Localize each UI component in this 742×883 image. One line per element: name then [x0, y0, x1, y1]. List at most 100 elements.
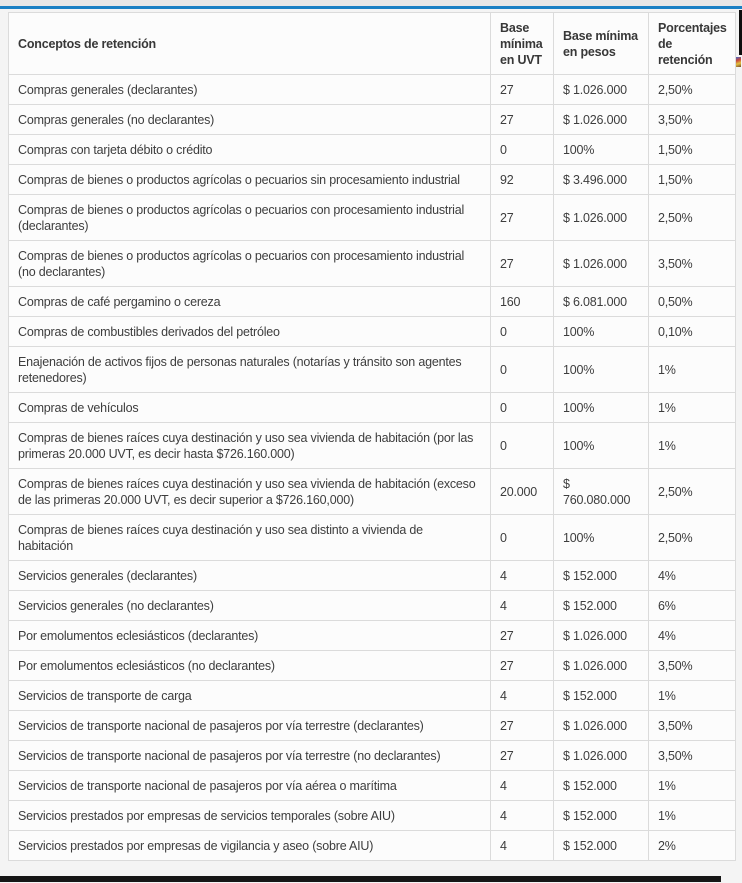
concept-cell: Servicios de transporte nacional de pasa… — [8, 770, 491, 801]
pesos-cell: $ 1.026.000 — [553, 74, 649, 105]
concept-cell: Compras de bienes raíces cuya destinació… — [8, 422, 491, 469]
uvt-cell: 160 — [490, 286, 554, 317]
rate-cell: 2,50% — [648, 468, 736, 515]
uvt-cell: 0 — [490, 514, 554, 561]
table-row: Servicios de transporte nacional de pasa… — [8, 770, 736, 801]
rate-cell: 0,10% — [648, 316, 736, 347]
concept-cell: Compras de bienes raíces cuya destinació… — [8, 468, 491, 515]
table-row: Servicios prestados por empresas de vigi… — [8, 830, 736, 861]
uvt-cell: 27 — [490, 710, 554, 741]
table-row: Servicios generales (no declarantes) 4 $ 1… — [8, 590, 736, 621]
rate-cell: 3,50% — [648, 710, 736, 741]
concept-cell: Servicios de transporte nacional de pasa… — [8, 710, 491, 741]
edge-artifact-icon — [735, 57, 741, 67]
pesos-cell: $ 6.081.000 — [553, 286, 649, 317]
table-row: Compras de combustibles derivados del pe… — [8, 316, 736, 347]
table-body: Compras generales (declarantes) 27 $ 1.026… — [8, 74, 736, 861]
concept-cell: Servicios de transporte nacional de pasa… — [8, 740, 491, 771]
rate-cell: 3,50% — [648, 104, 736, 135]
table-row: Enajenación de activos fijos de personas… — [8, 346, 736, 393]
uvt-cell: 92 — [490, 164, 554, 195]
table-row: Compras de bienes o productos agrícolas … — [8, 164, 736, 195]
rate-cell: 2% — [648, 830, 736, 861]
pesos-cell: $ 1.026.000 — [553, 710, 649, 741]
table-row: Servicios prestados por empresas de serv… — [8, 800, 736, 831]
accent-divider-line — [0, 6, 742, 9]
rate-cell: 1% — [648, 680, 736, 711]
table-row: Por emolumentos eclesiásticos (declarant… — [8, 620, 736, 651]
rate-cell: 2,50% — [648, 194, 736, 241]
uvt-cell: 27 — [490, 650, 554, 681]
uvt-cell: 4 — [490, 560, 554, 591]
rate-cell: 4% — [648, 620, 736, 651]
concept-cell: Compras de combustibles derivados del pe… — [8, 316, 491, 347]
vertical-scrollbar-fragment[interactable] — [739, 10, 742, 55]
concept-cell: Compras con tarjeta débito o crédito — [8, 134, 491, 165]
pesos-cell: $ 152.000 — [553, 590, 649, 621]
table-row: Compras de vehículos 0 100% 1% — [8, 392, 736, 423]
pesos-cell: $ 152.000 — [553, 560, 649, 591]
table-row: Compras con tarjeta débito o crédito 0 100… — [8, 134, 736, 165]
table-row: Compras de bienes o productos agrícolas … — [8, 240, 736, 287]
rate-cell: 1% — [648, 346, 736, 393]
uvt-cell: 27 — [490, 74, 554, 105]
uvt-cell: 4 — [490, 800, 554, 831]
concept-cell: Servicios prestados por empresas de serv… — [8, 800, 491, 831]
table-header-row: Conceptos de retención Base mínima en UV… — [8, 12, 736, 75]
rate-cell: 1% — [648, 422, 736, 469]
header-uvt: Base mínima en UVT — [490, 12, 554, 75]
pesos-cell: $ 1.026.000 — [553, 240, 649, 287]
table-row: Compras de bienes o productos agrícolas … — [8, 194, 736, 241]
rate-cell: 1% — [648, 770, 736, 801]
horizontal-scrollbar[interactable] — [0, 876, 721, 882]
table-row: Compras de bienes raíces cuya destinació… — [8, 514, 736, 561]
pesos-cell: $ 1.026.000 — [553, 104, 649, 135]
pesos-cell: 100% — [553, 392, 649, 423]
table-row: Servicios generales (declarantes) 4 $ 152.… — [8, 560, 736, 591]
concept-cell: Compras de vehículos — [8, 392, 491, 423]
rate-cell: 1% — [648, 392, 736, 423]
concept-cell: Enajenación de activos fijos de personas… — [8, 346, 491, 393]
pesos-cell: 100% — [553, 316, 649, 347]
pesos-cell: $ 760.080.000 — [553, 468, 649, 515]
rate-cell: 3,50% — [648, 240, 736, 287]
pesos-cell: 100% — [553, 422, 649, 469]
concept-cell: Compras generales (declarantes) — [8, 74, 491, 105]
concept-cell: Compras de bienes o productos agrícolas … — [8, 240, 491, 287]
uvt-cell: 0 — [490, 392, 554, 423]
pesos-cell: $ 1.026.000 — [553, 740, 649, 771]
uvt-cell: 4 — [490, 830, 554, 861]
concept-cell: Compras de bienes raíces cuya destinació… — [8, 514, 491, 561]
concept-cell: Compras de bienes o productos agrícolas … — [8, 194, 491, 241]
uvt-cell: 4 — [490, 680, 554, 711]
uvt-cell: 27 — [490, 620, 554, 651]
pesos-cell: 100% — [553, 346, 649, 393]
table-row: Por emolumentos eclesiásticos (no declar… — [8, 650, 736, 681]
concept-cell: Compras de café pergamino o cereza — [8, 286, 491, 317]
table-row: Compras de bienes raíces cuya destinació… — [8, 468, 736, 515]
table-row: Servicios de transporte nacional de pasa… — [8, 710, 736, 741]
uvt-cell: 27 — [490, 240, 554, 287]
header-rate: Porcentajes de retención — [648, 12, 736, 75]
uvt-cell: 20.000 — [490, 468, 554, 515]
rate-cell: 4% — [648, 560, 736, 591]
concept-cell: Servicios de transporte de carga — [8, 680, 491, 711]
pesos-cell: $ 152.000 — [553, 800, 649, 831]
pesos-cell: $ 1.026.000 — [553, 650, 649, 681]
pesos-cell: 100% — [553, 514, 649, 561]
rate-cell: 3,50% — [648, 650, 736, 681]
concept-cell: Compras generales (no declarantes) — [8, 104, 491, 135]
concept-cell: Servicios prestados por empresas de vigi… — [8, 830, 491, 861]
top-margin-strip — [0, 0, 742, 6]
pesos-cell: $ 3.496.000 — [553, 164, 649, 195]
pesos-cell: $ 1.026.000 — [553, 620, 649, 651]
rate-cell: 1,50% — [648, 164, 736, 195]
uvt-cell: 4 — [490, 770, 554, 801]
uvt-cell: 27 — [490, 194, 554, 241]
table-row: Compras de café pergamino o cereza 160 $ 6… — [8, 286, 736, 317]
uvt-cell: 27 — [490, 104, 554, 135]
table-row: Servicios de transporte de carga 4 $ 152.0… — [8, 680, 736, 711]
uvt-cell: 0 — [490, 346, 554, 393]
uvt-cell: 4 — [490, 590, 554, 621]
